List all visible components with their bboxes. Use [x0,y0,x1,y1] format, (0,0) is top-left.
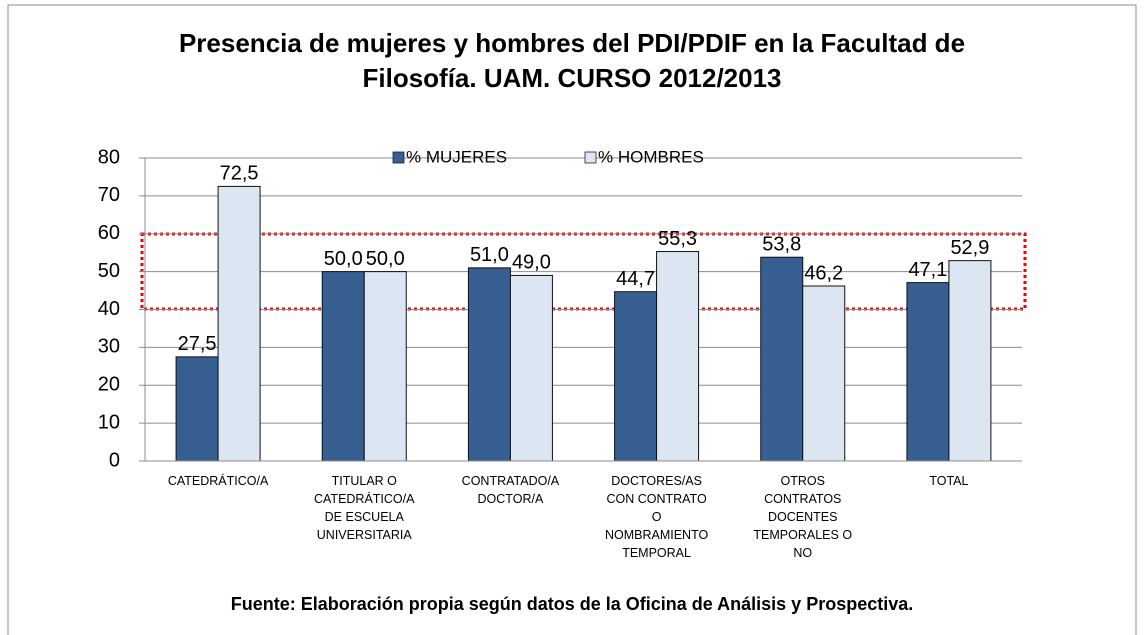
y-tick-label: 30 [98,336,120,358]
x-tick-label: CONTRATADO/A DOCTOR/A [461,474,560,506]
bar [217,185,261,462]
y-tick-label: 70 [98,184,120,206]
y-tick-label: 60 [98,222,120,244]
data-label: 50,0 [366,248,405,270]
bar [906,282,950,462]
data-label: 44,7 [616,268,655,290]
bar [467,267,511,462]
chart-title: Filosofía. UAM. CURSO 2012/2013 [362,63,781,93]
data-label: 51,0 [470,244,509,266]
data-label: 46,2 [804,262,843,284]
data-label: 53,8 [762,234,801,256]
x-tick-label: TOTAL [929,474,969,488]
data-label: 49,0 [512,252,551,274]
x-tick-label: CATEDRÁTICO/A [167,474,269,488]
data-label: 55,3 [658,228,697,250]
bar [321,271,365,462]
bar [948,260,992,462]
x-tick-label: TITULAR O CATEDRÁTICO/A DE ESCUELA UNIVE… [314,474,415,542]
legend-swatch [584,151,597,164]
legend-swatch [392,151,405,164]
y-tick-label: 80 [98,146,120,168]
y-tick-label: 50 [98,260,120,282]
bar [614,291,658,462]
bar [802,285,846,462]
data-label: 27,5 [178,333,217,355]
y-tick-label: 20 [98,374,120,396]
y-tick-label: 10 [98,411,120,433]
legend-label: % MUJERES [406,147,507,166]
bar [760,256,804,462]
x-tick-label: OTROS CONTRATOS DOCENTES TEMPORALES O NO [753,474,853,560]
bar [363,271,407,462]
y-tick-label: 40 [98,298,120,320]
bar [656,251,700,462]
x-tick-label: DOCTORES/AS CON CONTRATO O NOMBRAMIENTO … [604,474,709,560]
y-tick-label: 0 [109,449,120,471]
chart-title: Presencia de mujeres y hombres del PDI/P… [179,28,965,58]
bar [175,356,219,462]
footnote: Fuente: Elaboración propia según datos d… [231,594,914,614]
legend-label: % HOMBRES [598,147,704,166]
chart-border [7,4,1137,635]
data-label: 50,0 [324,248,363,270]
data-label: 47,1 [908,259,947,281]
bar [509,274,553,462]
data-label: 52,9 [950,237,989,259]
data-label: 72,5 [220,163,259,185]
